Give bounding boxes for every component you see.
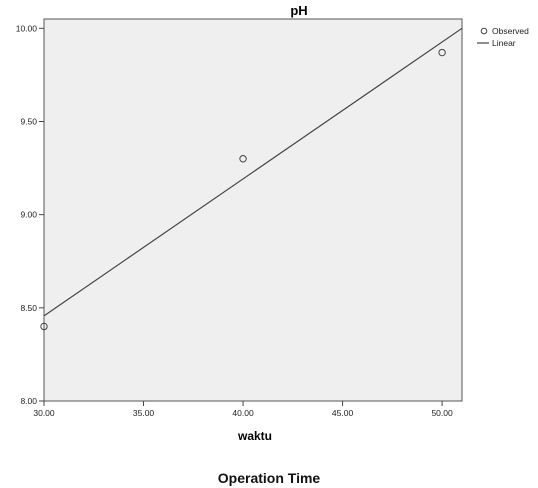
y-tick-label: 8.00: [20, 396, 37, 406]
observed-point: [40, 322, 48, 331]
y-tick-label: 9.50: [20, 116, 37, 126]
series-layer: [40, 27, 463, 331]
linear-fit-line: [43, 27, 463, 317]
observed-point: [438, 48, 446, 57]
figure-caption: Operation Time: [217, 470, 321, 486]
plot-area: [43, 18, 463, 402]
y-tick-label: 9.00: [20, 210, 37, 220]
legend: Observed Linear: [477, 26, 529, 48]
x-tick-label: 45.00: [332, 408, 354, 418]
y-axis-ticks: 8.00 8.50 9.00 9.50 10.00: [16, 23, 44, 406]
observed-point: [239, 155, 247, 163]
y-tick-label: 8.50: [20, 303, 37, 313]
y-tick-label: 10.00: [16, 23, 38, 33]
x-tick-label: 50.00: [431, 408, 453, 418]
legend-observed-marker: [480, 27, 488, 35]
x-tick-label: 35.00: [133, 408, 155, 418]
x-axis-ticks: 30.00 35.00 40.00 45.00 50.00: [33, 401, 453, 418]
x-axis-label: waktu: [237, 429, 272, 443]
legend-linear-label: Linear: [492, 38, 516, 48]
x-tick-label: 30.00: [33, 408, 55, 418]
chart-title: pH: [290, 3, 307, 18]
x-tick-label: 40.00: [232, 408, 254, 418]
legend-observed-label: Observed: [492, 26, 529, 36]
